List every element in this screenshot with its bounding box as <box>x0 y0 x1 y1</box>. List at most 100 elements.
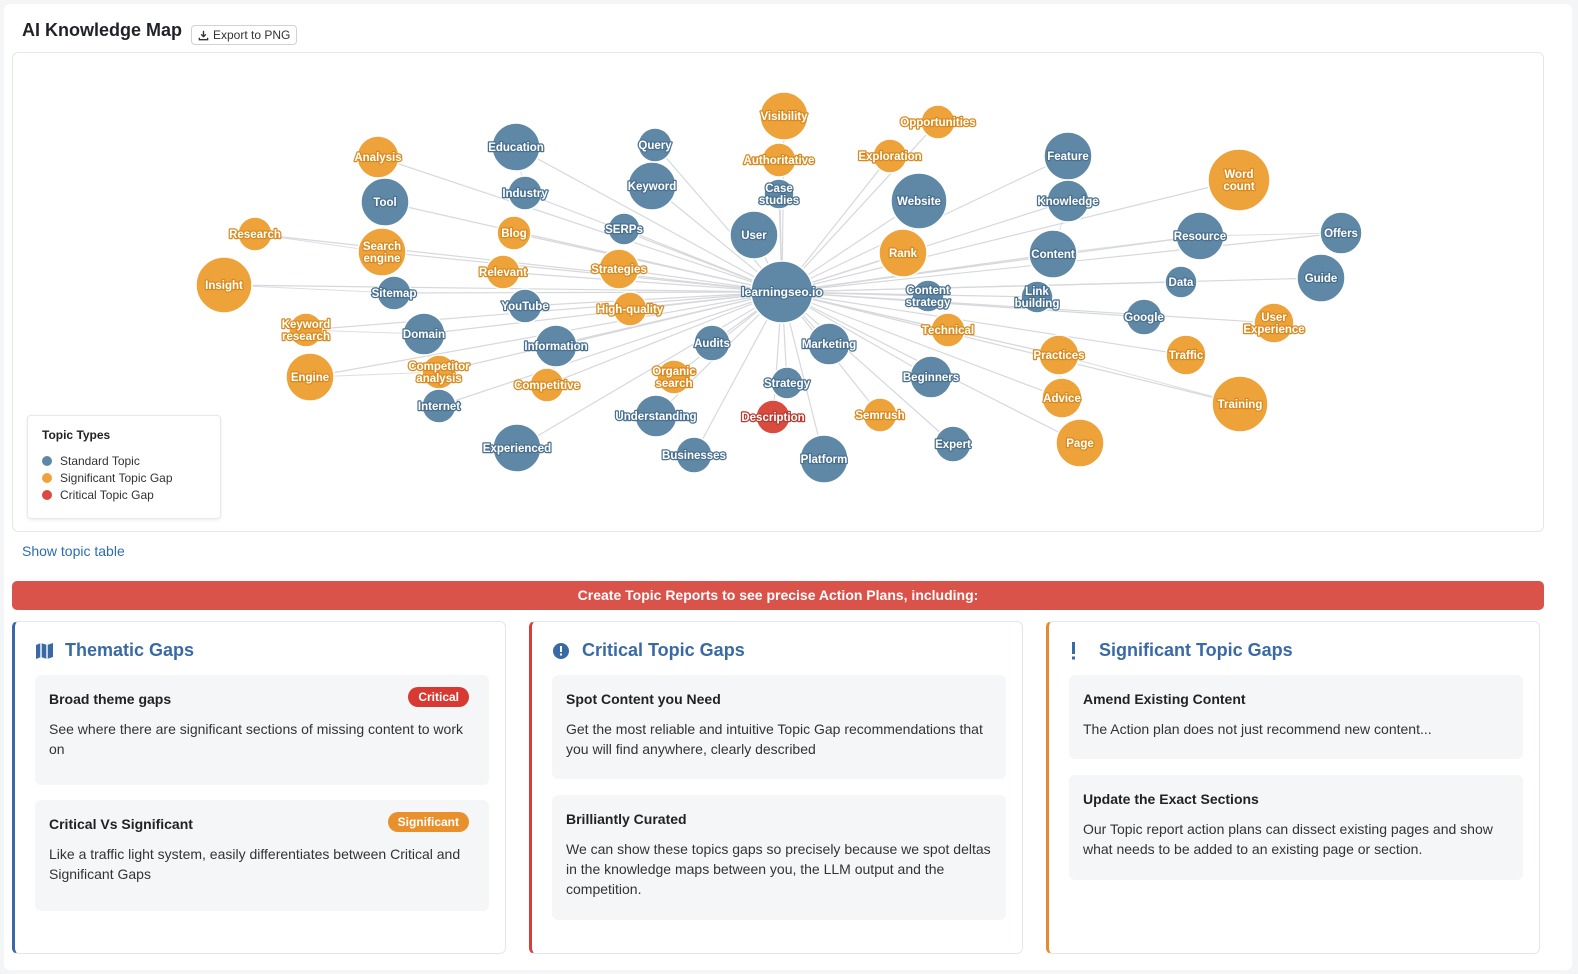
graph-node-tool[interactable]: Tool <box>360 177 410 227</box>
graph-node-label: Experienced <box>483 443 551 455</box>
knowledge-map[interactable]: learningseo.io Visibility Authoritative Cas… <box>12 52 1544 532</box>
graph-node-user-experience[interactable]: User Experience <box>1242 302 1306 344</box>
graph-node-blog[interactable]: Blog <box>496 215 532 251</box>
graph-node-label: High-quality <box>597 304 664 316</box>
graph-node-resource[interactable]: Resource <box>1173 211 1227 261</box>
graph-node-user[interactable]: User <box>729 210 779 260</box>
critical-badge: Critical <box>408 687 469 707</box>
graph-node-page[interactable]: Page <box>1055 418 1105 468</box>
graph-node-industry[interactable]: Industry <box>501 175 550 211</box>
graph-node-research[interactable]: Research <box>228 216 282 252</box>
graph-node-audits[interactable]: Audits <box>693 324 731 362</box>
export-png-button[interactable]: Export to PNG <box>191 25 298 45</box>
graph-node-understanding[interactable]: Understanding <box>614 394 698 438</box>
graph-node-engine[interactable]: Engine <box>285 352 335 402</box>
graph-node-domain[interactable]: Domain <box>402 312 446 356</box>
graph-node-query[interactable]: Query <box>637 127 673 163</box>
graph-node-insight[interactable]: Insight <box>195 256 253 314</box>
graph-node-website[interactable]: Website <box>890 172 948 230</box>
graph-node-label: Word count <box>1223 169 1254 193</box>
legend-label-significant: Significant Topic Gap <box>60 471 173 485</box>
graph-node-rank[interactable]: Rank <box>878 228 928 278</box>
graph-node-data[interactable]: Data <box>1164 265 1198 299</box>
graph-node-serps[interactable]: SERPs <box>604 212 644 246</box>
graph-node-label: Offers <box>1324 228 1358 240</box>
graph-edge <box>781 281 1182 293</box>
graph-node-circle <box>1175 211 1225 261</box>
graph-node-practices[interactable]: Practices <box>1032 334 1086 376</box>
graph-node-circle <box>878 228 928 278</box>
graph-node-education[interactable]: Education <box>487 122 545 172</box>
graph-node-learningseo-io[interactable]: learningseo.io <box>740 260 824 324</box>
graph-node-word-count[interactable]: Word count <box>1207 148 1271 212</box>
graph-node-knowledge[interactable]: Knowledge <box>1036 179 1100 223</box>
graph-node-content[interactable]: Content <box>1028 229 1078 279</box>
graph-edge <box>781 291 954 445</box>
graph-node-training[interactable]: Training <box>1211 375 1269 433</box>
graph-node-sitemap[interactable]: Sitemap <box>370 275 418 311</box>
card-title: Significant Topic Gaps <box>1099 640 1293 660</box>
graph-node-circle <box>507 175 543 211</box>
graph-node-semrush[interactable]: Semrush <box>854 397 906 433</box>
graph-node-competitor-analysis[interactable]: Competitor analysis <box>407 354 471 390</box>
graph-node-content-strategy[interactable]: Content strategy <box>904 279 952 313</box>
card-item-title: Critical Vs Significant <box>49 816 193 832</box>
graph-node-high-quality[interactable]: High-quality <box>596 291 665 327</box>
graph-node-label: Tool <box>373 197 396 209</box>
graph-node-label: Information <box>524 341 587 353</box>
graph-node-marketing[interactable]: Marketing <box>801 322 857 366</box>
graph-node-circle <box>529 367 565 403</box>
graph-node-advice[interactable]: Advice <box>1041 377 1083 419</box>
graph-node-case-studies[interactable]: Case studies <box>758 178 800 210</box>
graph-node-strategy[interactable]: Strategy <box>763 366 812 400</box>
graph-node-circle <box>285 352 335 402</box>
graph-node-link-building[interactable]: Link building <box>1013 280 1061 314</box>
graph-node-label: Competitive <box>514 380 580 392</box>
graph-node-opportunities[interactable]: Opportunities <box>899 104 977 140</box>
legend-dot-standard <box>42 456 52 466</box>
graph-node-strategies[interactable]: Strategies <box>590 248 648 290</box>
graph-node-organic-search[interactable]: Organic search <box>651 359 698 395</box>
legend-label-standard: Standard Topic <box>60 454 140 468</box>
knowledge-graph[interactable]: learningseo.io Visibility Authoritative Cas… <box>13 53 1543 531</box>
graph-node-search-engine[interactable]: Search engine <box>357 227 407 277</box>
significant-badge: Significant <box>387 812 469 832</box>
graph-node-label: Exploration <box>858 151 921 163</box>
graph-node-experienced[interactable]: Experienced <box>482 423 552 473</box>
graph-node-circle <box>807 322 851 366</box>
graph-edge <box>781 121 939 293</box>
graph-node-description[interactable]: Description <box>740 399 806 435</box>
card-item-text: See where there are significant sections… <box>49 721 463 757</box>
graph-node-keyword[interactable]: Keyword <box>626 161 678 211</box>
graph-node-circle <box>1296 253 1346 303</box>
show-topic-table-link[interactable]: Show topic table <box>22 543 125 559</box>
graph-node-feature[interactable]: Feature <box>1043 131 1093 181</box>
graph-node-relevant[interactable]: Relevant <box>478 254 528 290</box>
graph-node-keyword-research[interactable]: Keyword research <box>280 312 332 348</box>
graph-edge <box>781 291 1063 399</box>
graph-node-circle <box>360 177 410 227</box>
graph-node-circle <box>421 388 457 424</box>
graph-node-businesses[interactable]: Businesses <box>661 436 727 474</box>
graph-node-beginners[interactable]: Beginners <box>902 355 960 399</box>
graph-node-information[interactable]: Information <box>523 324 589 368</box>
graph-node-exploration[interactable]: Exploration <box>857 138 923 174</box>
graph-node-internet[interactable]: Internet <box>417 388 462 424</box>
graph-node-offers[interactable]: Offers <box>1319 211 1363 255</box>
graph-node-platform[interactable]: Platform <box>799 434 849 484</box>
graph-node-youtube[interactable]: YouTube <box>500 288 550 324</box>
graph-node-analysis[interactable]: Analysis <box>353 135 403 179</box>
graph-node-label: Platform <box>801 454 848 466</box>
graph-node-technical[interactable]: Technical <box>921 312 975 348</box>
graph-node-visibility[interactable]: Visibility <box>759 91 809 141</box>
download-icon <box>198 30 209 40</box>
graph-node-traffic[interactable]: Traffic <box>1165 334 1207 376</box>
graph-edge <box>781 291 1060 356</box>
graph-node-circle <box>1055 418 1105 468</box>
graph-node-guide[interactable]: Guide <box>1296 253 1346 303</box>
graph-node-expert[interactable]: Expert <box>934 425 972 463</box>
graph-node-authoritative[interactable]: Authoritative <box>742 142 816 178</box>
graph-node-competitive[interactable]: Competitive <box>513 367 581 403</box>
graph-node-google[interactable]: Google <box>1123 298 1165 336</box>
card-item: Update the Exact Sections Our Topic repo… <box>1069 775 1523 880</box>
